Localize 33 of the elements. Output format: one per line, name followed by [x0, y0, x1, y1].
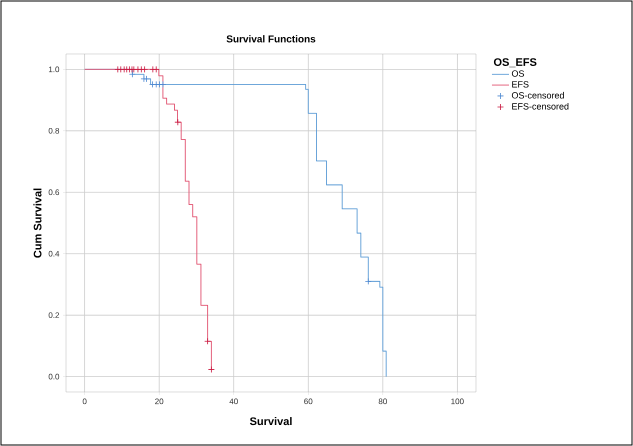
point — [128, 70, 136, 78]
point — [364, 278, 372, 285]
y-tick-label: 0.2 — [48, 312, 60, 318]
x-tick-label: 60 — [304, 398, 312, 404]
point — [141, 66, 148, 73]
point — [204, 338, 212, 345]
legend-title: OS_EFS — [494, 58, 536, 68]
point — [208, 366, 215, 373]
x-tick-label: 0 — [82, 398, 87, 404]
point — [143, 75, 150, 82]
legend-label: OS-censored — [512, 92, 564, 99]
chart-title: Survival Functions — [226, 35, 316, 42]
legend-label: EFS-censored — [512, 102, 568, 110]
x-axis-title: Survival — [250, 417, 292, 426]
y-tick-label: 0.6 — [48, 189, 60, 196]
x-tick-label: 40 — [229, 398, 238, 404]
y-tick-label: 1.0 — [48, 66, 60, 72]
point — [174, 118, 182, 126]
point — [152, 66, 160, 73]
x-tick-label: 100 — [451, 398, 464, 404]
legend-label: OS — [512, 70, 524, 77]
y-axis-title: Cum Survival — [33, 188, 42, 258]
point — [149, 66, 156, 73]
x-tick-label: 20 — [155, 398, 164, 404]
point — [156, 81, 163, 88]
x-tick-label: 80 — [378, 398, 387, 404]
y-tick-label: 0.4 — [48, 250, 60, 257]
y-tick-label: 0.0 — [48, 374, 60, 380]
point — [134, 66, 142, 73]
point — [149, 81, 156, 88]
point — [160, 81, 166, 88]
y-tick-label: 0.8 — [48, 128, 60, 134]
legend-label: EFS — [512, 81, 529, 88]
